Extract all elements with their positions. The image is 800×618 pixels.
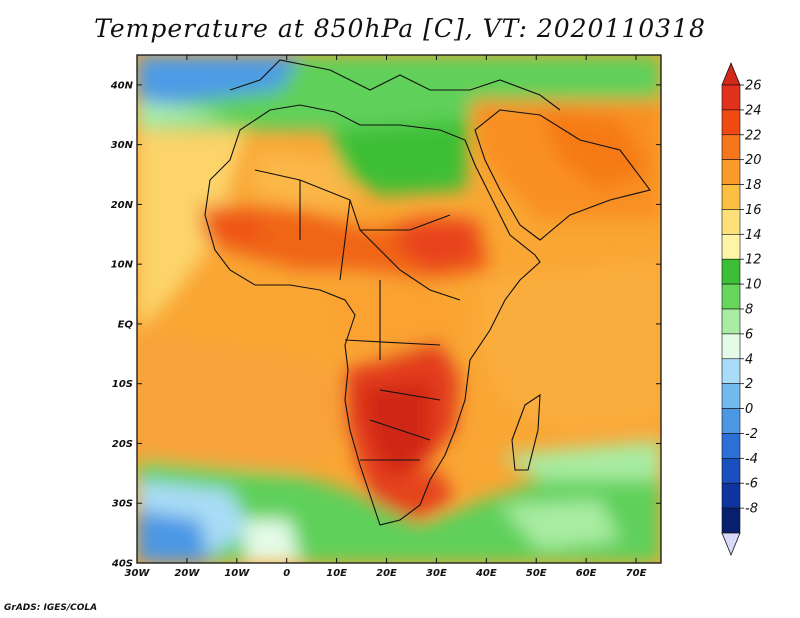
colorbar-segment — [721, 109, 741, 136]
lat-tick-label: EQ — [118, 319, 134, 330]
map-frame — [136, 54, 662, 564]
colorbar-label: 20 — [745, 153, 762, 168]
colorbar-segment — [721, 209, 741, 235]
europe-coastline — [229, 59, 561, 111]
coastlines — [204, 59, 651, 526]
colorbar-segment — [721, 84, 741, 111]
latitude-ticks: 40N 30N 20N 10N EQ 10S 20S 30S 40S — [110, 80, 661, 570]
longitude-ticks: 30W 20W 10W 0 10E 20E 30E 40E 50E 60E 70E — [125, 55, 647, 579]
lon-tick-label: 50E — [526, 568, 547, 579]
lat-tick-label: 20S — [112, 439, 133, 450]
lon-tick-label: 60E — [576, 568, 597, 579]
lat-tick-label: 40S — [111, 559, 133, 570]
lon-tick-label: 0 — [283, 568, 290, 579]
colorbar-segment — [721, 283, 741, 310]
colorbar-segment — [721, 308, 741, 335]
arabia-coastline — [474, 109, 651, 241]
colorbar-label: -4 — [745, 452, 758, 467]
colorbar-label: 2 — [745, 377, 753, 392]
colorbar-segment — [721, 507, 741, 534]
colorbar-label: -6 — [745, 477, 758, 492]
colorbar-segment — [721, 333, 741, 360]
colorbar-label: 10 — [745, 278, 762, 293]
colorbar-segment — [721, 383, 741, 409]
colorbar-label: -8 — [745, 502, 758, 517]
colorbar-label: 8 — [745, 303, 753, 318]
lon-tick-label: 10W — [224, 568, 250, 579]
country-borders — [254, 169, 461, 461]
colorbar-segment — [721, 159, 741, 185]
colorbar-segment — [721, 258, 741, 285]
lon-tick-label: 10E — [326, 568, 347, 579]
colorbar-segment — [721, 433, 741, 459]
lat-tick-label: 20N — [111, 200, 134, 211]
colorbar-segment — [721, 134, 741, 160]
colorbar-label: 26 — [745, 79, 762, 94]
lat-tick-label: 30N — [111, 140, 134, 151]
lat-tick-label: 30S — [112, 499, 133, 510]
lon-tick-label: 70E — [626, 568, 647, 579]
colorbar-label: 0 — [745, 402, 753, 417]
lon-tick-label: 30E — [426, 568, 447, 579]
credit-label: GrADS: IGES/COLA — [4, 603, 98, 613]
lon-tick-label: 20E — [376, 568, 397, 579]
africa-coastline — [204, 104, 541, 526]
colorbar-label: 14 — [745, 228, 762, 243]
colorbar-label: -2 — [745, 427, 758, 442]
colorbar-label: 6 — [745, 327, 753, 342]
colorbar-label: 12 — [745, 253, 762, 268]
colorbar-segment — [721, 184, 741, 210]
lat-tick-label: 10S — [112, 379, 133, 390]
colorbar-segment — [721, 482, 741, 509]
madagascar-outline — [511, 393, 541, 471]
colorbar-segment — [721, 458, 741, 484]
chart-title: Temperature at 850hPa [C], VT: 202011031… — [94, 14, 706, 43]
lon-tick-label: 30W — [125, 568, 151, 579]
colorbar-label: 24 — [745, 103, 762, 118]
colorbar-segment — [721, 358, 741, 384]
colorbar-bottom-arrow — [721, 532, 741, 557]
colorbar-segment — [721, 234, 741, 260]
colorbar-label: 4 — [745, 352, 753, 367]
colorbar-top-arrow — [721, 61, 741, 86]
lon-tick-label: 20W — [174, 568, 200, 579]
colorbar-label: 18 — [745, 178, 762, 193]
lat-tick-label: 10N — [111, 260, 134, 271]
colorbar-segment — [721, 408, 741, 434]
lat-tick-label: 40N — [110, 80, 134, 91]
colorbar-label: 16 — [745, 203, 762, 218]
colorbar-label: 22 — [745, 128, 762, 143]
temperature-field — [137, 55, 661, 563]
lon-tick-label: 40E — [475, 568, 497, 579]
